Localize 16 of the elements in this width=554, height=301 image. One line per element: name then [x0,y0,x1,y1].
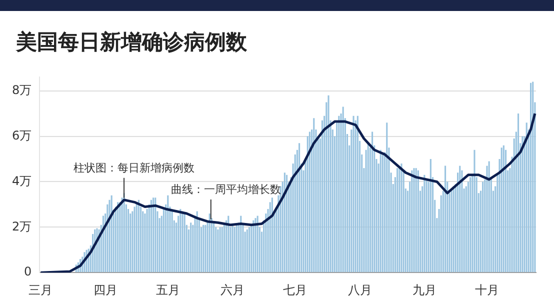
x-tick-label: 十月 [474,282,499,297]
x-tick-label: 七月 [283,282,308,297]
x-tick-label: 四月 [93,282,118,297]
chart-title: 美国每日新增确诊病例数 [16,28,247,56]
annotation: 柱状图：每日新增病例数 [73,161,194,174]
annotation: 曲线：一周平均增长数 [170,182,281,196]
y-tick-label: 8万 [12,82,32,97]
y-tick-label: 4万 [12,174,32,188]
x-tick-label: 八月 [348,282,372,297]
x-tick-label: 五月 [156,282,180,297]
y-tick-label: 6万 [12,128,32,142]
x-tick-label: 三月 [28,282,53,297]
x-tick-label: 六月 [220,282,245,297]
y-tick-label: 0 [24,264,32,279]
x-tick-label: 九月 [412,282,436,297]
y-tick-label: 2万 [12,219,32,234]
